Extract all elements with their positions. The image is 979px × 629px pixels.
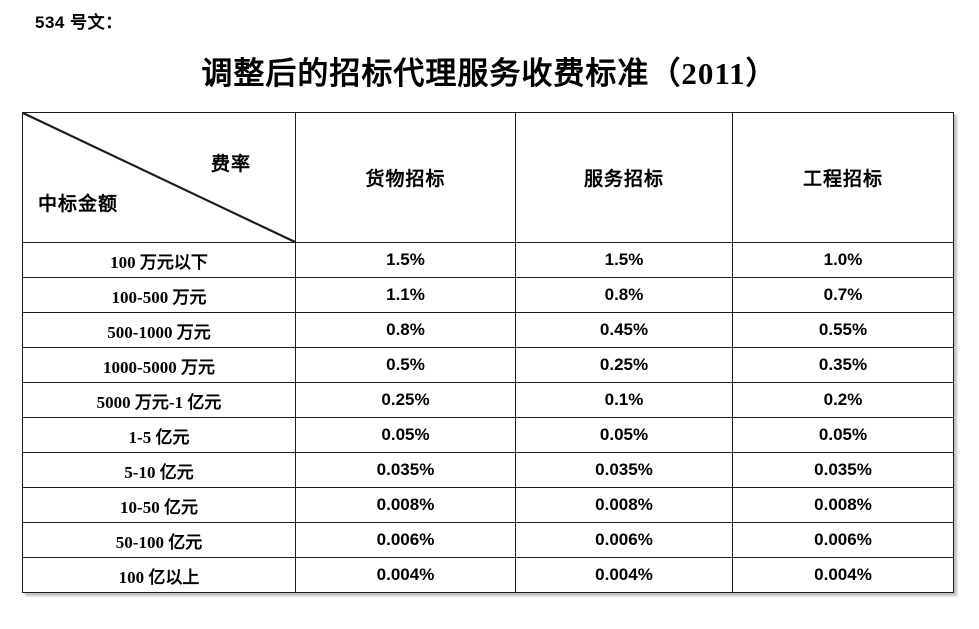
- service-rate: 0.8%: [515, 277, 733, 313]
- service-rate: 0.25%: [515, 347, 733, 383]
- table-row: 1000-5000 万元 0.5% 0.25% 0.35%: [22, 347, 954, 383]
- table-row: 100 亿以上 0.004% 0.004% 0.004%: [22, 557, 954, 593]
- goods-rate: 0.006%: [295, 522, 516, 558]
- table-row: 50-100 亿元 0.006% 0.006% 0.006%: [22, 522, 954, 558]
- amount-tier: 100 万元以下: [22, 242, 296, 278]
- diagonal-divider-line: [23, 113, 295, 242]
- goods-rate: 0.008%: [295, 487, 516, 523]
- engineering-rate: 0.004%: [732, 557, 954, 593]
- amount-tier: 100 亿以上: [22, 557, 296, 593]
- goods-rate: 1.5%: [295, 242, 516, 278]
- goods-rate: 0.035%: [295, 452, 516, 488]
- amount-tier: 1000-5000 万元: [22, 347, 296, 383]
- column-header-goods: 货物招标: [295, 112, 516, 243]
- amount-tier: 5-10 亿元: [22, 452, 296, 488]
- engineering-rate: 0.7%: [732, 277, 954, 313]
- table-row: 5000 万元-1 亿元 0.25% 0.1% 0.2%: [22, 382, 954, 418]
- engineering-rate: 0.55%: [732, 312, 954, 348]
- service-rate: 0.035%: [515, 452, 733, 488]
- amount-tier: 100-500 万元: [22, 277, 296, 313]
- service-rate: 0.008%: [515, 487, 733, 523]
- goods-rate: 1.1%: [295, 277, 516, 313]
- goods-rate: 0.004%: [295, 557, 516, 593]
- amount-tier: 10-50 亿元: [22, 487, 296, 523]
- goods-rate: 0.8%: [295, 312, 516, 348]
- table-row: 100 万元以下 1.5% 1.5% 1.0%: [22, 242, 954, 278]
- table-row: 10-50 亿元 0.008% 0.008% 0.008%: [22, 487, 954, 523]
- table-header-row: 费率 中标金额 货物招标 服务招标 工程招标: [22, 112, 954, 243]
- service-rate: 0.45%: [515, 312, 733, 348]
- engineering-rate: 0.05%: [732, 417, 954, 453]
- corner-label-amount: 中标金额: [38, 194, 119, 215]
- amount-tier: 1-5 亿元: [22, 417, 296, 453]
- engineering-rate: 0.008%: [732, 487, 954, 523]
- engineering-rate: 0.006%: [732, 522, 954, 558]
- engineering-rate: 0.035%: [732, 452, 954, 488]
- goods-rate: 0.25%: [295, 382, 516, 418]
- page-title: 调整后的招标代理服务收费标准（2011）: [201, 56, 778, 91]
- table-row: 1-5 亿元 0.05% 0.05% 0.05%: [22, 417, 954, 453]
- amount-tier: 5000 万元-1 亿元: [22, 382, 296, 418]
- table-row: 100-500 万元 1.1% 0.8% 0.7%: [22, 277, 954, 313]
- diagonal-header-cell: 费率 中标金额: [22, 112, 296, 243]
- column-header-engineering: 工程招标: [732, 112, 954, 243]
- service-rate: 0.05%: [515, 417, 733, 453]
- amount-tier: 500-1000 万元: [22, 312, 296, 348]
- table-row: 5-10 亿元 0.035% 0.035% 0.035%: [22, 452, 954, 488]
- table-row: 500-1000 万元 0.8% 0.45% 0.55%: [22, 312, 954, 348]
- engineering-rate: 1.0%: [732, 242, 954, 278]
- service-rate: 1.5%: [515, 242, 733, 278]
- service-rate: 0.006%: [515, 522, 733, 558]
- engineering-rate: 0.2%: [732, 382, 954, 418]
- engineering-rate: 0.35%: [732, 347, 954, 383]
- goods-rate: 0.05%: [295, 417, 516, 453]
- service-rate: 0.004%: [515, 557, 733, 593]
- corner-label-rate: 费率: [210, 154, 251, 175]
- fee-rate-table: 费率 中标金额 货物招标 服务招标 工程招标 100 万元以下 1.5% 1.5…: [22, 112, 954, 593]
- document-ref-label: 534 号文：: [35, 13, 123, 32]
- service-rate: 0.1%: [515, 382, 733, 418]
- amount-tier: 50-100 亿元: [22, 522, 296, 558]
- column-header-service: 服务招标: [515, 112, 733, 243]
- goods-rate: 0.5%: [295, 347, 516, 383]
